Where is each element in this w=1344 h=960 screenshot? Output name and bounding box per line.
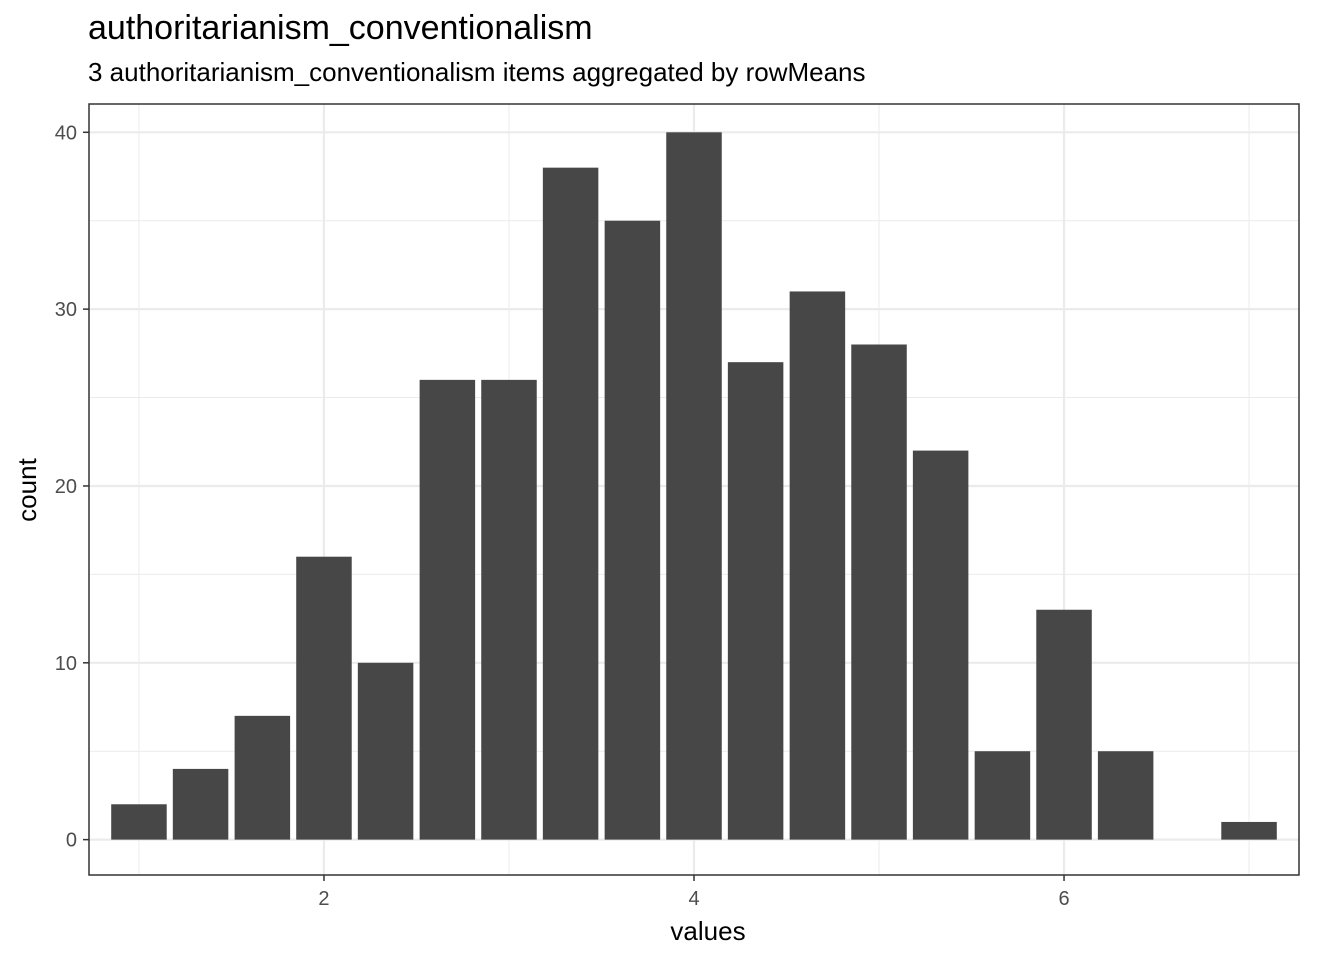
chart-title: authoritarianism_conventionalism — [88, 9, 593, 47]
histogram-bar — [1221, 821, 1277, 840]
histogram-bar — [851, 344, 907, 840]
y-tick-label: 30 — [55, 299, 77, 321]
histogram-bar — [542, 167, 599, 840]
y-axis-label: count — [12, 457, 42, 521]
histogram-bar — [912, 450, 969, 840]
histogram-bar — [481, 379, 537, 840]
x-tick-label: 4 — [688, 888, 699, 910]
x-tick-label: 6 — [1058, 888, 1069, 910]
y-tick-label: 10 — [55, 653, 77, 675]
histogram-bar — [604, 220, 661, 840]
y-tick-label: 0 — [66, 830, 77, 852]
histogram-bar — [1097, 751, 1154, 840]
y-tick-label: 40 — [55, 122, 77, 144]
histogram-bar — [666, 132, 722, 840]
x-axis-label: values — [670, 916, 745, 946]
histogram-bar — [789, 291, 846, 840]
histogram-bar — [111, 804, 167, 840]
histogram-bar — [974, 751, 1031, 840]
histogram-bar — [172, 768, 229, 840]
histogram-bar — [419, 379, 476, 840]
y-tick-label: 20 — [55, 476, 77, 498]
histogram-bar — [357, 662, 414, 840]
chart-subtitle: 3 authoritarianism_conventionalism items… — [88, 57, 866, 87]
histogram-bar — [296, 556, 352, 840]
histogram-bar — [1036, 609, 1092, 840]
x-tick-label: 2 — [318, 888, 329, 910]
histogram-bar — [727, 362, 784, 840]
histogram-bar — [234, 715, 291, 840]
